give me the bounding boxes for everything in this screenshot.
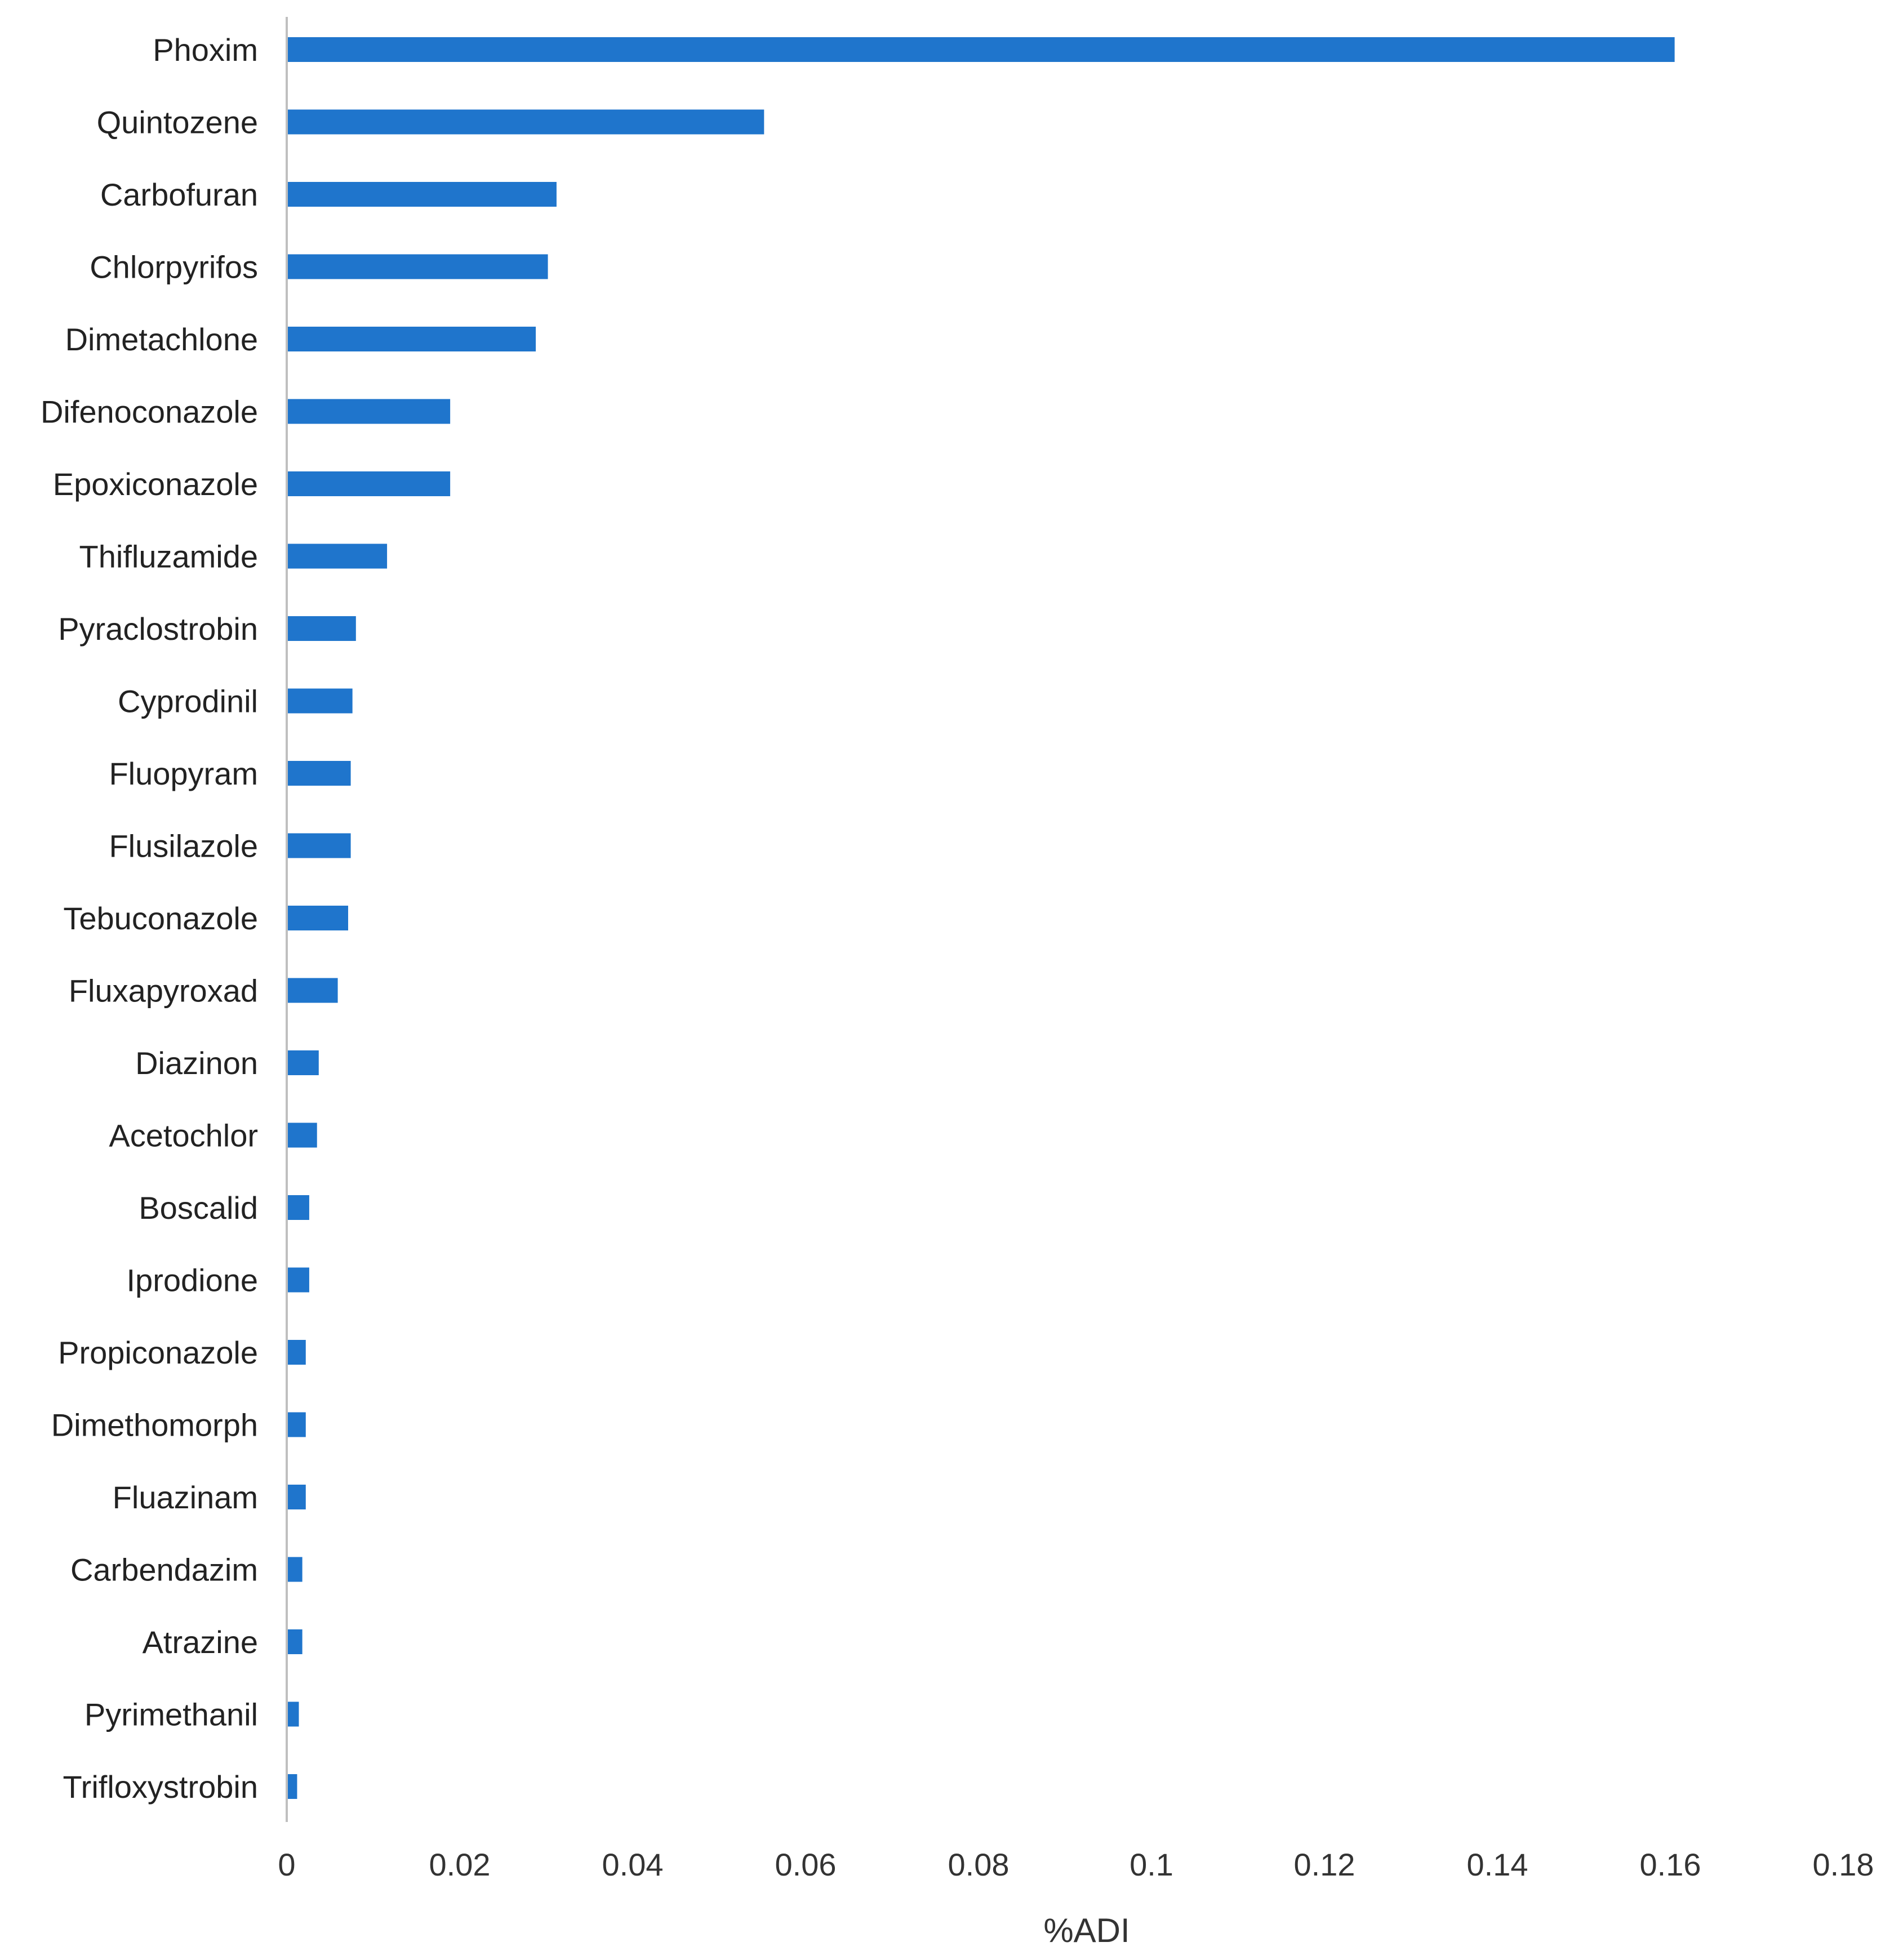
bar-quintozene xyxy=(288,109,764,135)
x-tick-label: 0.08 xyxy=(948,1847,1010,1882)
category-label-carbofuran: Carbofuran xyxy=(100,177,258,212)
category-label-chlorpyrifos: Chlorpyrifos xyxy=(90,250,258,285)
category-label-atrazine: Atrazine xyxy=(143,1624,258,1660)
x-tick-label: 0 xyxy=(278,1847,295,1882)
bar-flusilazole xyxy=(288,833,351,858)
bar-dimethomorph xyxy=(288,1412,306,1437)
x-tick-label: 0.02 xyxy=(429,1847,491,1882)
bar-atrazine xyxy=(288,1629,303,1654)
category-label-diazinon: Diazinon xyxy=(135,1045,258,1081)
category-label-boscalid: Boscalid xyxy=(139,1190,258,1226)
x-tick-label: 0.18 xyxy=(1813,1847,1874,1882)
bar-iprodione xyxy=(288,1267,309,1293)
category-label-iprodione: Iprodione xyxy=(126,1263,258,1298)
category-label-fluopyram: Fluopyram xyxy=(109,756,258,791)
category-label-pyrimethanil: Pyrimethanil xyxy=(85,1697,258,1732)
bar-trifloxystrobin xyxy=(288,1774,297,1799)
x-axis-title: %ADI xyxy=(1043,1912,1130,1949)
category-label-pyraclostrobin: Pyraclostrobin xyxy=(58,611,258,647)
category-label-epoxiconazole: Epoxiconazole xyxy=(53,466,258,502)
bar-pyraclostrobin xyxy=(288,616,356,641)
bar-tebuconazole xyxy=(288,906,348,930)
bar-fluxapyroxad xyxy=(288,978,338,1003)
bar-dimetachlone xyxy=(288,327,536,351)
bar-carbendazim xyxy=(288,1557,303,1582)
bar-chlorpyrifos xyxy=(288,254,548,279)
category-label-fluxapyroxad: Fluxapyroxad xyxy=(69,973,258,1009)
x-tick-labels-group: 0 0.02 0.04 0.06 0.08 0.1 0.12 0.14 0.16 0.18 xyxy=(278,1847,1874,1882)
bar-boscalid xyxy=(288,1195,309,1220)
category-label-difenoconazole: Difenoconazole xyxy=(41,394,258,430)
category-label-cyprodinil: Cyprodinil xyxy=(118,684,258,719)
bar-carbofuran xyxy=(288,182,557,207)
category-label-tebuconazole: Tebuconazole xyxy=(63,901,258,936)
bar-propiconazole xyxy=(288,1340,306,1365)
category-label-dimetachlone: Dimetachlone xyxy=(65,322,258,357)
bar-fluopyram xyxy=(288,761,351,786)
x-tick-label: 0.04 xyxy=(602,1847,664,1882)
bars-group xyxy=(288,37,1675,1799)
bar-thifluzamide xyxy=(288,544,388,569)
category-label-dimethomorph: Dimethomorph xyxy=(51,1407,258,1443)
x-tick-label: 0.14 xyxy=(1467,1847,1528,1882)
x-tick-label: 0.06 xyxy=(775,1847,837,1882)
category-label-fluazinam: Fluazinam xyxy=(113,1480,258,1515)
bar-acetochlor xyxy=(288,1122,317,1148)
category-label-thifluzamide: Thifluzamide xyxy=(79,539,258,574)
bar-epoxiconazole xyxy=(288,471,451,496)
category-label-quintozene: Quintozene xyxy=(97,105,258,140)
x-tick-label: 0.1 xyxy=(1130,1847,1173,1882)
bar-fluazinam xyxy=(288,1485,306,1509)
category-labels-group: Phoxim Quintozene Carbofuran Chlorpyrifos Di… xyxy=(41,32,258,1805)
category-label-phoxim: Phoxim xyxy=(153,32,258,68)
x-tick-label: 0.16 xyxy=(1640,1847,1701,1882)
category-label-propiconazole: Propiconazole xyxy=(58,1335,258,1370)
bar-diazinon xyxy=(288,1050,319,1075)
category-label-carbendazim: Carbendazim xyxy=(70,1552,258,1588)
bar-phoxim xyxy=(288,37,1675,62)
bar-cyprodinil xyxy=(288,688,353,714)
category-label-trifloxystrobin: Trifloxystrobin xyxy=(63,1769,258,1805)
bar-pyrimethanil xyxy=(288,1701,299,1727)
bar-difenoconazole xyxy=(288,399,451,424)
category-label-acetochlor: Acetochlor xyxy=(109,1118,258,1153)
x-tick-label: 0.12 xyxy=(1294,1847,1355,1882)
category-label-flusilazole: Flusilazole xyxy=(109,828,258,864)
